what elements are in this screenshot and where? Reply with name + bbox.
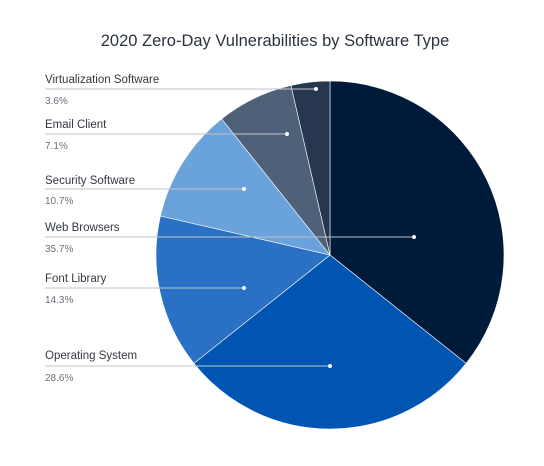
slice-label-email-client: Email Client bbox=[45, 119, 107, 131]
leader-dot-web-browsers bbox=[412, 235, 416, 239]
slice-labels: Web Browsers 35.7% Operating System 28.6% Fo… bbox=[45, 74, 159, 384]
leader-lines bbox=[45, 87, 416, 368]
slice-value-font-library: 14.3% bbox=[45, 295, 73, 306]
leader-dot-virtualization-software bbox=[314, 87, 318, 91]
leader-dot-email-client bbox=[285, 132, 289, 136]
slice-label-security-software: Security Software bbox=[45, 175, 135, 187]
slice-label-web-browsers: Web Browsers bbox=[45, 222, 120, 234]
pie-slices bbox=[155, 80, 505, 430]
pie-slice-operating-system bbox=[193, 254, 467, 430]
leader-dot-security-software bbox=[242, 187, 246, 191]
pie-slice-web-browsers bbox=[329, 80, 505, 364]
leader-dot-font-library bbox=[242, 286, 246, 290]
chart-title: 2020 Zero-Day Vulnerabilities by Softwar… bbox=[101, 32, 450, 50]
leader-dot-operating-system bbox=[328, 364, 332, 368]
slice-label-operating-system: Operating System bbox=[45, 350, 137, 362]
slice-value-web-browsers: 35.7% bbox=[45, 244, 73, 255]
slice-label-virtualization-software: Virtualization Software bbox=[45, 74, 159, 86]
slice-label-font-library: Font Library bbox=[45, 273, 107, 285]
slice-value-virtualization-software: 3.6% bbox=[45, 96, 68, 107]
pie-slice-virtualization-software bbox=[290, 80, 331, 256]
slice-value-security-software: 10.7% bbox=[45, 196, 73, 207]
slice-value-email-client: 7.1% bbox=[45, 141, 68, 152]
pie-slice-security-software bbox=[160, 118, 331, 256]
slice-value-operating-system: 28.6% bbox=[45, 373, 73, 384]
